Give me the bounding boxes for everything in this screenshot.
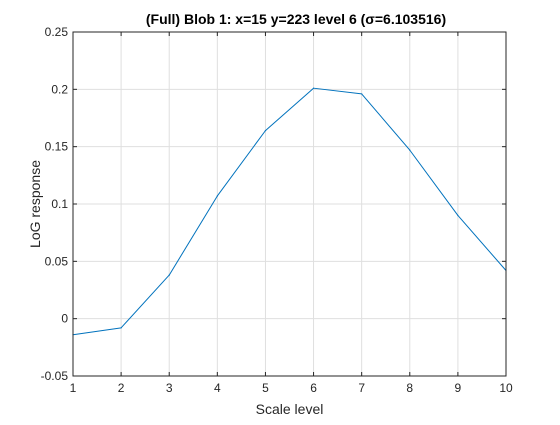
tick-labels: 1 2 3 4 5 6 7 8 9 10 -0.05 0 0.05 0.1 0.15 0.2 0.25: [41, 25, 513, 395]
x-tick-label: 1: [70, 381, 77, 395]
y-tick-label: 0.1: [51, 197, 68, 211]
x-tick-label: 3: [166, 381, 173, 395]
ticks: [72, 31, 507, 377]
chart-title: (Full) Blob 1: x=15 y=223 level 6 (σ=6.1…: [146, 11, 446, 27]
y-tick-label: 0.15: [45, 140, 69, 154]
data-point: [361, 93, 363, 95]
x-tick-label: 4: [214, 381, 221, 395]
x-tick-label: 10: [499, 381, 513, 395]
x-tick-label: 6: [310, 381, 317, 395]
x-tick-label: 9: [455, 381, 462, 395]
data-point: [312, 87, 315, 89]
x-tick-label: 7: [358, 381, 365, 395]
y-tick-label: 0.05: [45, 254, 69, 268]
y-tick-label: -0.05: [41, 369, 69, 383]
data-point: [216, 195, 218, 197]
data-point: [264, 130, 267, 132]
x-axis-label: Scale level: [256, 401, 324, 417]
data-point: [120, 327, 122, 329]
x-tick-label: 5: [262, 381, 269, 395]
series-line-1: [72, 87, 507, 336]
x-tick-label: 2: [118, 381, 125, 395]
data-point: [409, 149, 411, 151]
y-tick-label: 0.2: [51, 82, 68, 96]
data-point: [168, 274, 170, 276]
data-point: [457, 214, 459, 217]
x-tick-label: 8: [406, 381, 413, 395]
y-tick-label: 0.25: [45, 25, 69, 39]
y-axis-label: LoG response: [27, 160, 43, 248]
y-tick-label: 0: [61, 312, 68, 326]
